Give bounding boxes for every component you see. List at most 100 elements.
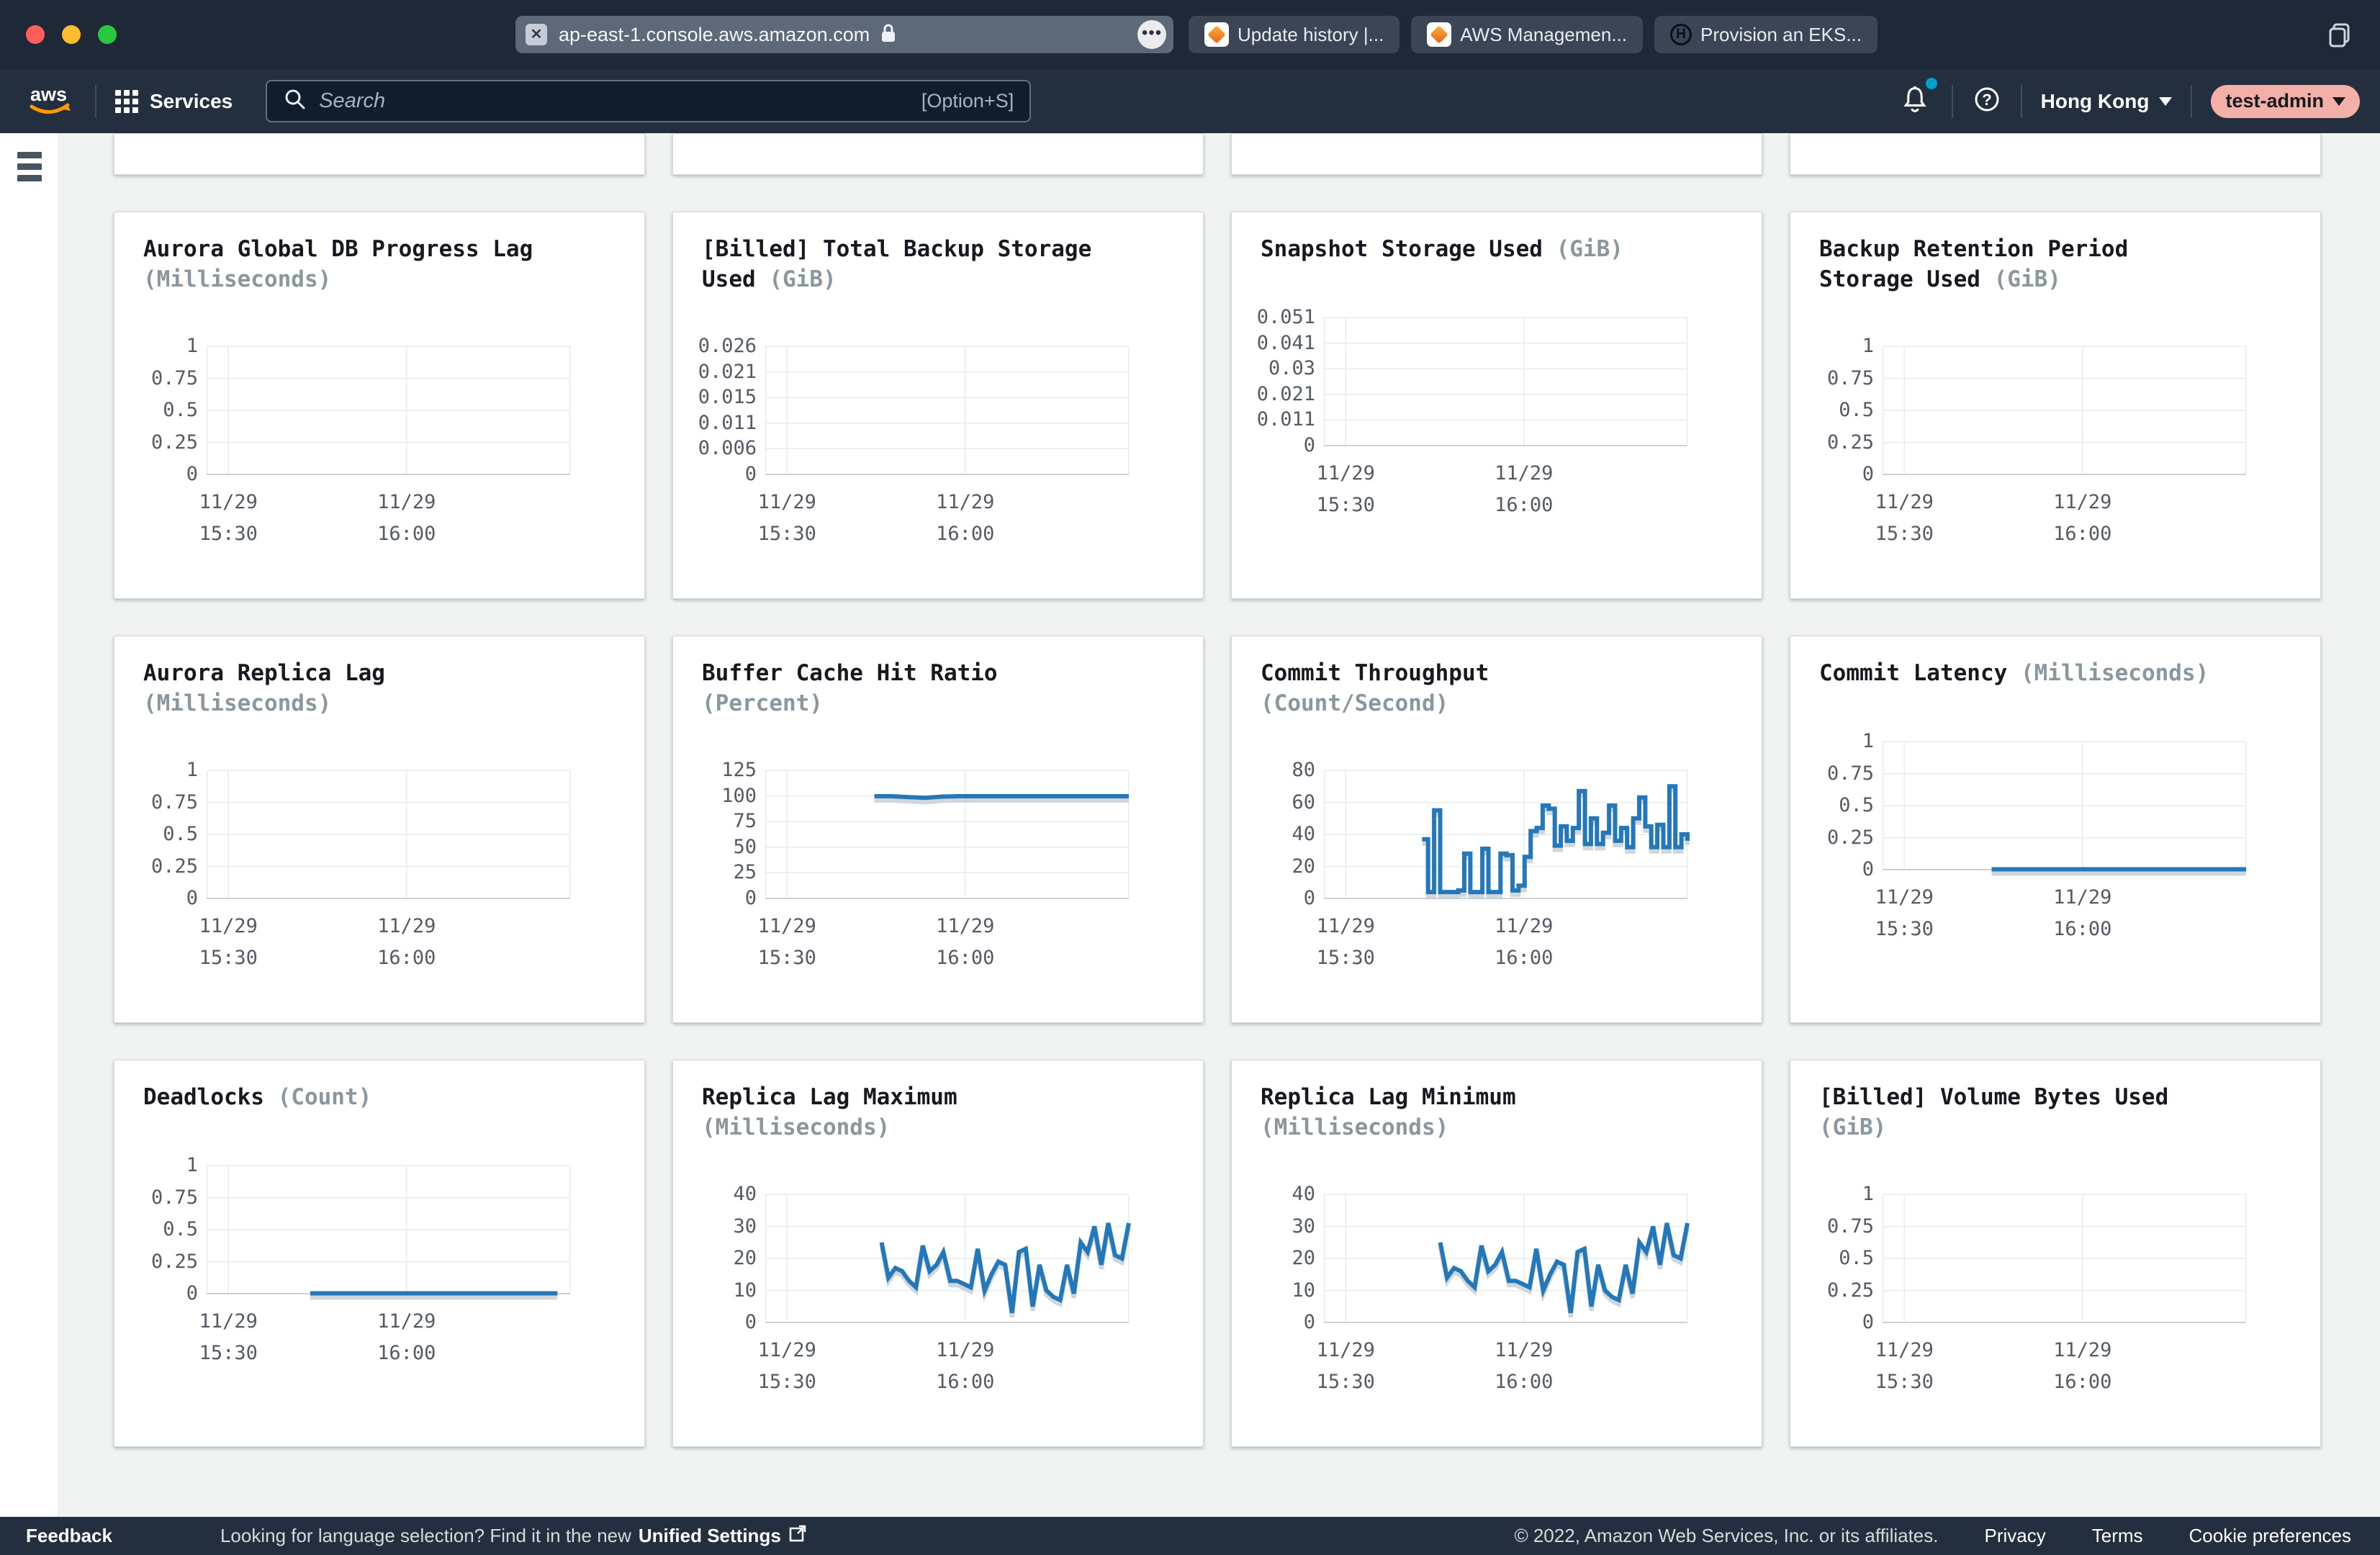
y-axis-tick: 25	[733, 861, 757, 884]
metric-card[interactable]: Commit Throughput (Count/Second) 80 60 40 20…	[1231, 636, 1762, 1023]
tab-provision-eks[interactable]: H Provision an EKS...	[1654, 16, 1878, 53]
metric-card[interactable]: [Billed] Total Backup Storage Used (GiB)…	[672, 212, 1204, 599]
x-axis-tick: 16:00	[2053, 1371, 2112, 1393]
metric-card-partial[interactable]	[114, 133, 645, 175]
window-controls	[26, 25, 117, 44]
chart-title: Aurora Replica Lag (Milliseconds)	[143, 658, 546, 718]
metric-card-partial[interactable]	[672, 133, 1204, 175]
search-placeholder: Search	[319, 89, 386, 112]
metric-card-partial[interactable]	[1231, 133, 1762, 175]
tab-label: Update history |...	[1238, 23, 1384, 45]
y-axis-tick: 0.25	[1826, 826, 1874, 849]
chart-plot-area	[1882, 1194, 2247, 1323]
metric-card[interactable]: Backup Retention Period Storage Used (Gi…	[1790, 212, 2321, 599]
y-axis-tick: 0	[186, 1282, 198, 1304]
search-shortcut-hint: [Option+S]	[921, 90, 1014, 112]
y-axis-tick: 0.75	[150, 366, 198, 389]
minimize-window-button[interactable]	[62, 25, 81, 44]
x-axis-tick: 15:30	[1316, 947, 1375, 969]
x-axis-tick: 15:30	[757, 1371, 816, 1393]
y-axis-tick: 0.25	[1826, 431, 1874, 454]
y-axis-tick: 0	[1303, 1311, 1315, 1333]
metric-card[interactable]: [Billed] Volume Bytes Used (GiB) 1 0.75 0.5…	[1790, 1060, 2321, 1447]
chart-plot-area	[206, 770, 571, 899]
chart-title-text: Commit Latency	[1819, 660, 2008, 686]
external-link-icon	[788, 1524, 807, 1548]
menu-icon[interactable]	[17, 152, 42, 186]
x-axis-tick: 11/29	[1875, 886, 1934, 909]
metric-card[interactable]: Buffer Cache Hit Ratio (Percent) 125 100 75…	[672, 636, 1204, 1023]
account-label: test-admin	[2225, 90, 2324, 112]
address-bar[interactable]: ✕ ap-east-1.console.aws.amazon.com •••	[515, 16, 1173, 53]
close-window-button[interactable]	[26, 25, 45, 44]
aws-logo[interactable]: aws	[26, 82, 76, 120]
divider	[2020, 84, 2022, 118]
chart-unit-text: (Count/Second)	[1261, 690, 1449, 716]
x-axis-tick: 11/29	[757, 491, 816, 513]
y-axis-tick: 0.75	[1826, 762, 1874, 785]
cookie-preferences-link[interactable]: Cookie preferences	[2189, 1525, 2351, 1546]
tab-label: Provision an EKS...	[1700, 23, 1862, 45]
terms-link[interactable]: Terms	[2091, 1525, 2143, 1546]
metric-card[interactable]: Replica Lag Maximum (Milliseconds) 40 30 20…	[672, 1060, 1204, 1447]
chart-title: [Billed] Total Backup Storage Used (GiB)	[702, 234, 1105, 294]
y-axis-tick: 0	[1862, 1311, 1874, 1333]
chart-plot-area	[765, 770, 1130, 899]
chart-title-text: [Billed] Total Backup Storage Used	[702, 236, 1092, 292]
x-axis-tick: 15:30	[1316, 1371, 1375, 1393]
metric-card[interactable]: Replica Lag Minimum (Milliseconds) 40 30 20…	[1231, 1060, 1762, 1447]
clear-url-icon[interactable]: ✕	[526, 24, 547, 45]
x-axis-tick: 11/29	[1875, 491, 1934, 513]
metric-card[interactable]: Commit Latency (Milliseconds) 1 0.75 0.5 0.2…	[1790, 636, 2321, 1023]
notification-dot	[1925, 78, 1937, 89]
x-axis-tick: 16:00	[936, 523, 995, 545]
x-axis-tick: 11/29	[199, 1310, 258, 1333]
x-axis-tick: 11/29	[1495, 1339, 1554, 1361]
tab-update-history[interactable]: Update history |...	[1189, 16, 1400, 53]
search-input[interactable]: Search [Option+S]	[266, 80, 1032, 122]
x-axis-tick: 11/29	[2053, 886, 2112, 909]
chart-title: Backup Retention Period Storage Used (Gi…	[1819, 234, 2222, 294]
account-menu[interactable]: test-admin	[2211, 84, 2360, 118]
metric-card-partial[interactable]	[1790, 133, 2321, 175]
x-axis-tick: 16:00	[2053, 918, 2112, 940]
aws-favicon-icon	[1204, 22, 1229, 47]
x-axis-tick: 11/29	[757, 1339, 816, 1361]
more-options-icon[interactable]: •••	[1137, 20, 1166, 49]
region-selector[interactable]: Hong Kong	[2041, 90, 2173, 113]
metric-card[interactable]: Aurora Global DB Progress Lag (Milliseco…	[114, 212, 645, 599]
language-notice-text: Looking for language selection? Find it …	[220, 1525, 631, 1546]
tab-aws-management[interactable]: AWS Managemen...	[1411, 16, 1643, 53]
services-menu[interactable]: Services	[115, 89, 233, 113]
chart-title-text: Deadlocks	[143, 1084, 264, 1110]
y-axis-tick: 0.75	[1826, 366, 1874, 389]
y-axis-tick: 0.5	[1839, 399, 1874, 421]
help-button[interactable]: ?	[1972, 84, 2002, 118]
svg-text:?: ?	[1982, 91, 1991, 109]
chart-title: Commit Throughput (Count/Second)	[1261, 658, 1664, 718]
unified-settings-link[interactable]: Unified Settings	[638, 1525, 781, 1546]
x-axis-tick: 11/29	[1875, 1339, 1934, 1361]
notifications-button[interactable]	[1897, 78, 1937, 122]
y-axis-tick: 0	[186, 463, 198, 485]
metrics-grid: Aurora Global DB Progress Lag (Milliseco…	[114, 133, 2321, 1447]
feedback-button[interactable]: Feedback	[26, 1525, 112, 1546]
zoom-window-button[interactable]	[98, 25, 117, 44]
y-axis-tick: 0	[1303, 434, 1315, 456]
chart-title-text: Buffer Cache Hit Ratio	[702, 660, 998, 686]
y-axis-tick: 20	[1292, 855, 1315, 878]
y-axis-tick: 0.25	[150, 431, 198, 454]
divider	[95, 84, 96, 118]
x-axis-tick: 16:00	[377, 1342, 436, 1364]
privacy-link[interactable]: Privacy	[1984, 1525, 2046, 1546]
x-axis-tick: 11/29	[199, 915, 258, 937]
tab-overview-icon[interactable]	[2325, 20, 2354, 53]
x-axis-tick: 16:00	[1495, 947, 1554, 969]
metric-card[interactable]: Snapshot Storage Used (GiB) 0.051 0.041 0.0…	[1231, 212, 1762, 599]
y-axis-tick: 0	[744, 887, 757, 909]
y-axis-tick: 0.006	[698, 437, 757, 460]
chart-unit-text: (Milliseconds)	[1261, 1114, 1449, 1140]
chevron-down-icon	[2332, 96, 2345, 106]
metric-card[interactable]: Deadlocks (Count) 1 0.75 0.5 0.25 0 11/29 15:30…	[114, 1060, 645, 1447]
metric-card[interactable]: Aurora Replica Lag (Milliseconds) 1 0.75 0.…	[114, 636, 645, 1023]
